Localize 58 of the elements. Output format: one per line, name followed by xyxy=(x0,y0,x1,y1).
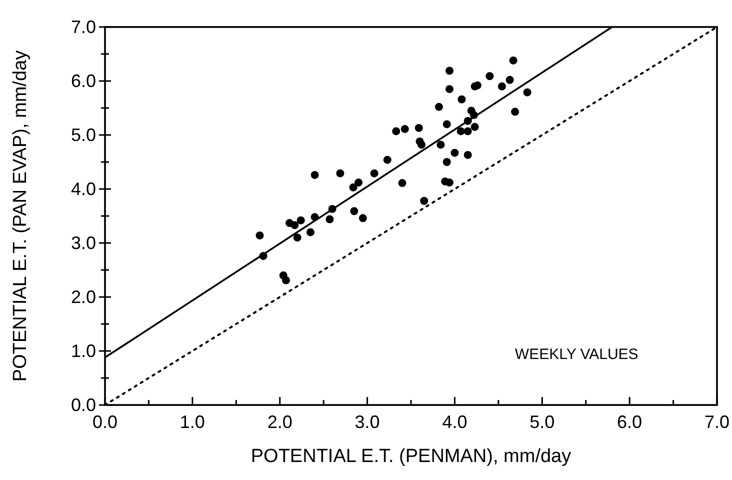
point xyxy=(256,231,264,240)
y-tick-label: 5.0 xyxy=(70,125,96,145)
point xyxy=(336,169,344,178)
point xyxy=(470,122,479,131)
point xyxy=(306,228,314,236)
point xyxy=(350,207,358,216)
point xyxy=(486,72,494,80)
point xyxy=(450,148,459,157)
x-tick-label: 7.0 xyxy=(704,412,730,432)
point xyxy=(458,95,466,104)
y-tick-label: 0.0 xyxy=(70,395,96,415)
point xyxy=(464,127,472,136)
point xyxy=(326,215,334,224)
x-tick-label: 6.0 xyxy=(617,412,642,432)
x-tick-label: 0.0 xyxy=(92,412,118,432)
x-tick-label: 2.0 xyxy=(267,412,292,432)
x-tick-label: 1.0 xyxy=(180,412,205,432)
point xyxy=(436,140,445,149)
point xyxy=(414,124,423,132)
point xyxy=(282,276,290,284)
point xyxy=(392,127,400,136)
point xyxy=(400,125,409,134)
point xyxy=(523,88,532,96)
annotation: WEEKLY VALUES xyxy=(514,346,638,364)
point xyxy=(354,178,363,187)
point xyxy=(498,82,506,90)
point xyxy=(509,56,518,64)
y-tick-label: 6.0 xyxy=(70,71,96,91)
point xyxy=(445,66,454,75)
point xyxy=(358,214,367,222)
point xyxy=(511,108,520,116)
point xyxy=(416,137,424,146)
y-tick-label: 1.0 xyxy=(70,341,96,361)
point xyxy=(310,170,319,179)
point xyxy=(290,221,299,230)
point xyxy=(456,127,465,136)
point xyxy=(506,76,514,84)
point xyxy=(398,179,406,188)
point xyxy=(464,150,472,159)
point xyxy=(383,156,392,164)
x-axis-title: POTENTIAL E.T. (PENMAN), mm/day xyxy=(250,446,572,467)
x-tick-label: 3.0 xyxy=(354,412,380,432)
point xyxy=(370,169,378,178)
point xyxy=(442,120,451,128)
point xyxy=(420,196,428,205)
point xyxy=(349,183,358,192)
point xyxy=(296,216,305,224)
point xyxy=(442,158,451,166)
y-tick-label: 3.0 xyxy=(70,233,96,253)
x-tick-label: 5.0 xyxy=(530,412,555,432)
y-tick-label: 2.0 xyxy=(70,287,96,307)
y-axis-title: POTENTIAL E.T. (PAN EVAP), mm/day xyxy=(10,50,31,382)
point xyxy=(293,234,302,242)
point xyxy=(434,102,443,111)
x-tick-label: 4.0 xyxy=(442,412,468,432)
y-tick-label: 7.0 xyxy=(70,17,96,37)
point xyxy=(445,85,454,94)
y-tick-label: 4.0 xyxy=(70,179,96,199)
